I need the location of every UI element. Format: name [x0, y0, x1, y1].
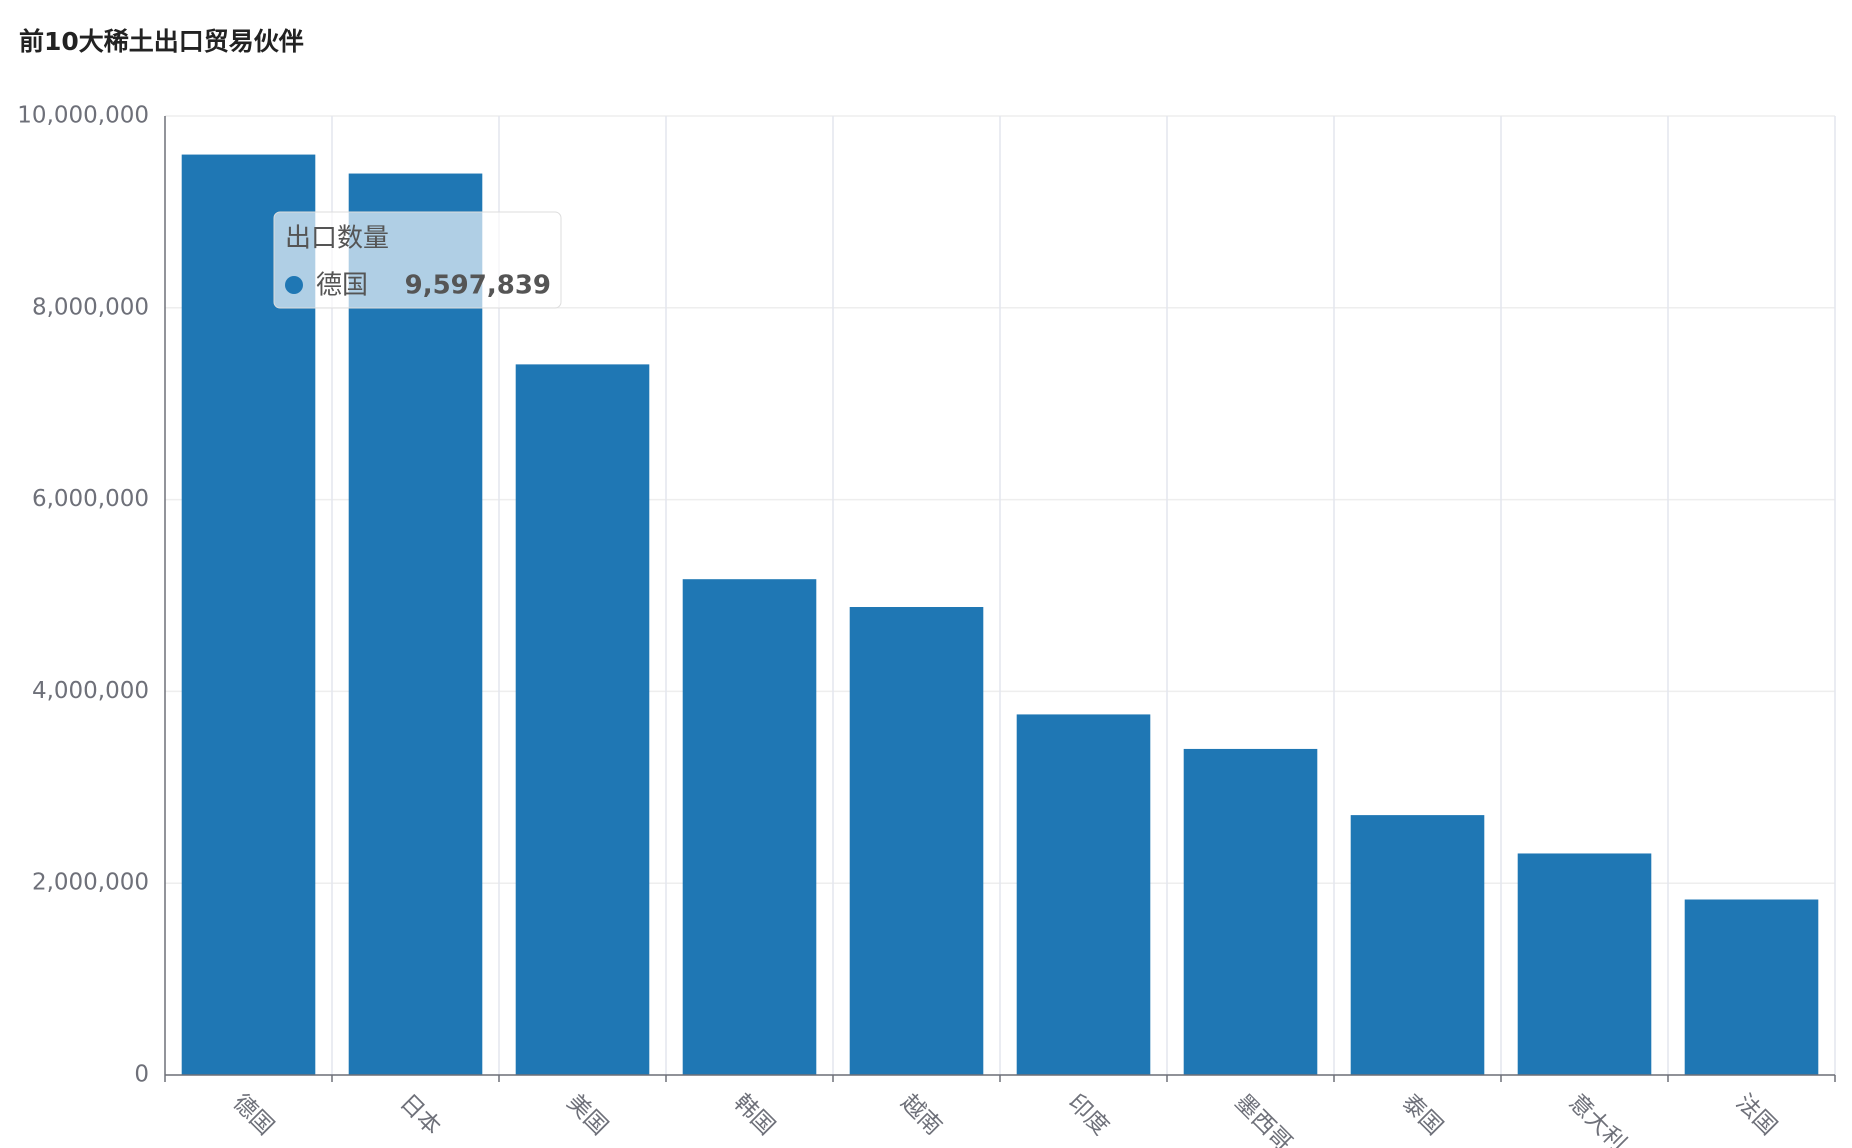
bar: [515, 364, 650, 1076]
bar: [849, 607, 984, 1075]
bar: [1183, 748, 1318, 1075]
y-tick-label: 10,000,000: [17, 103, 149, 129]
y-tick-label: 6,000,000: [32, 486, 149, 512]
bar: [1684, 899, 1819, 1075]
y-tick-label: 0: [134, 1062, 149, 1088]
x-tick-label: 韩国: [729, 1089, 780, 1140]
x-tick-label: 越南: [896, 1089, 947, 1140]
x-tick-label: 美国: [562, 1089, 613, 1140]
x-tick-label: 泰国: [1397, 1089, 1448, 1140]
tooltip-marker: [285, 276, 303, 294]
x-tick-label: 墨西哥: [1230, 1089, 1297, 1148]
y-tick-label: 2,000,000: [32, 870, 149, 896]
chart-title: 前10大稀土出口贸易伙伴: [19, 27, 304, 56]
tooltip-box: [273, 211, 562, 309]
x-tick-label: 日本: [395, 1089, 446, 1140]
bar: [1016, 714, 1151, 1075]
x-tick-label: 印度: [1063, 1089, 1114, 1140]
tooltip-title: 出口数量: [285, 224, 389, 254]
bar: [1350, 815, 1485, 1075]
bar: [1517, 853, 1652, 1075]
x-tick-label: 德国: [228, 1089, 279, 1140]
x-tick-label: 法国: [1731, 1089, 1782, 1140]
tooltip-value: 9,597,839: [405, 271, 551, 301]
bar: [682, 579, 817, 1075]
x-tick-label: 意大利: [1564, 1089, 1631, 1148]
tooltip-category: 德国: [316, 271, 368, 301]
bar: [348, 173, 483, 1076]
y-tick-label: 4,000,000: [32, 678, 149, 704]
y-tick-label: 8,000,000: [32, 294, 149, 320]
